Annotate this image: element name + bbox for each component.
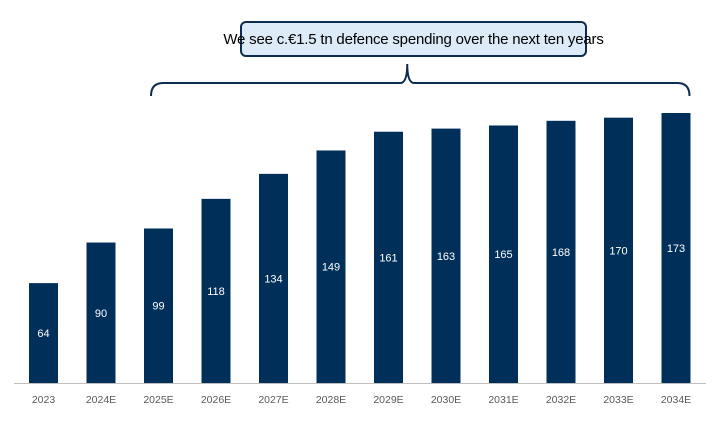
- tick-label-2032E: 2032E: [546, 394, 576, 406]
- data-label-2031E: 165: [494, 249, 512, 261]
- annotation-callout: We see c.€1.5 tn defence spending over t…: [223, 21, 604, 57]
- tick-label-2030E: 2030E: [431, 394, 461, 406]
- bar-2026E: [201, 198, 231, 383]
- bar-2031E: [489, 125, 518, 384]
- data-label-2024E: 90: [95, 308, 107, 320]
- tick-label-2024E: 2024E: [86, 394, 116, 406]
- tick-label-2031E: 2031E: [488, 394, 518, 406]
- tick-label-2033E: 2033E: [603, 394, 633, 406]
- bar-2033E: [604, 117, 633, 384]
- bar-2024E: [86, 242, 116, 383]
- data-label-2028E: 149: [322, 262, 340, 274]
- data-label-2026E: 118: [207, 286, 225, 298]
- tick-label-2027E: 2027E: [258, 394, 288, 406]
- annotation-text: We see c.€1.5 tn defence spending over t…: [223, 30, 604, 48]
- bar-2027E: [259, 173, 288, 383]
- tick-label-2029E: 2029E: [373, 394, 403, 406]
- tick-label-2034E: 2034E: [661, 394, 691, 406]
- data-label-2027E: 134: [264, 273, 282, 285]
- tick-label-2026E: 2026E: [201, 394, 231, 406]
- bar-2029E: [374, 131, 403, 383]
- data-label-2025E: 99: [152, 301, 164, 313]
- tick-label-2025E: 2025E: [143, 394, 173, 406]
- data-label-2030E: 163: [437, 251, 455, 263]
- bar-2032E: [546, 120, 576, 383]
- bar-2030E: [431, 128, 461, 383]
- tick-label-2023: 2023: [32, 394, 56, 406]
- data-label-2034E: 173: [667, 243, 685, 255]
- bar-2025E: [144, 228, 173, 383]
- bar-2028E: [316, 150, 346, 383]
- data-label-2032E: 168: [552, 247, 570, 259]
- bar-2023: [29, 283, 58, 383]
- tick-label-2028E: 2028E: [316, 394, 346, 406]
- bar-2034E: [661, 113, 691, 383]
- data-label-2023: 64: [37, 328, 49, 340]
- annotation-brace: [150, 63, 691, 97]
- data-label-2029E: 161: [379, 252, 397, 264]
- data-label-2033E: 170: [609, 245, 627, 257]
